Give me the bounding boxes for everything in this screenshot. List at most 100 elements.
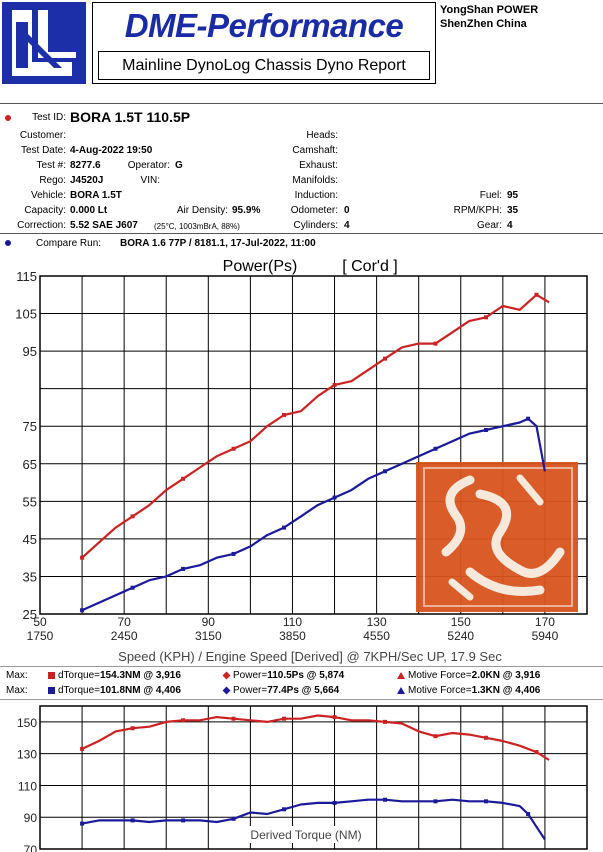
data-point <box>383 356 388 361</box>
torque-label-blue: dTorque= <box>58 685 100 696</box>
data-point <box>332 495 337 500</box>
y-tick-label: 95 <box>23 344 37 359</box>
data-point <box>130 726 135 731</box>
report-subtitle: Mainline DynoLog Chassis Dyno Report <box>98 51 430 80</box>
gear-label: Gear: <box>476 220 502 231</box>
customer-label: Customer: <box>19 130 66 141</box>
data-point <box>80 746 85 751</box>
data-point <box>383 469 388 474</box>
data-point <box>181 476 186 481</box>
test-number-label: Test #: <box>36 160 66 171</box>
chart-subtitle: [ Cor'd ] <box>342 258 398 275</box>
data-point <box>231 446 236 451</box>
heads-label: Heads: <box>306 130 338 141</box>
data-point <box>433 734 438 739</box>
force-value-blue: 1.3KN @ 4,406 <box>471 685 541 696</box>
rego-value: J4520J <box>70 175 104 186</box>
chart-title: Derived Torque (NM) <box>250 828 361 842</box>
correction-value: 5.52 SAE J607 <box>70 220 138 231</box>
operator-label: Operator: <box>127 160 170 171</box>
data-point <box>181 718 186 723</box>
data-point <box>231 716 236 721</box>
data-point <box>484 315 489 320</box>
company-logo <box>2 2 86 84</box>
report-header: DME-Performance Mainline DynoLog Chassis… <box>92 2 436 84</box>
x-tick-label: 110 <box>283 615 302 629</box>
x-tick-label: 50 <box>33 615 47 629</box>
series-line-red <box>81 293 550 559</box>
series-line-blue <box>81 417 546 612</box>
correction-note: (25°C, 1003mBrA, 88%) <box>154 222 240 231</box>
x-axis-label: Speed (KPH) / Engine Speed [Derived] @ 7… <box>118 649 502 664</box>
data-point <box>433 799 438 804</box>
data-point <box>80 821 85 826</box>
divider <box>0 233 603 234</box>
y-tick-label: 130 <box>17 748 37 762</box>
vin-label: VIN: <box>140 175 160 186</box>
seal-stamp <box>416 462 578 612</box>
data-point <box>484 427 489 432</box>
x-tick-label-rpm: 3850 <box>279 629 306 643</box>
data-point <box>80 608 85 613</box>
max-label-blue: Max: <box>6 685 28 696</box>
exhaust-label: Exhaust: <box>299 160 338 171</box>
grid <box>40 706 587 849</box>
data-point <box>231 816 236 821</box>
induction-label: Induction: <box>294 190 338 201</box>
divider <box>0 666 603 668</box>
cylinders-label: Cylinders: <box>293 220 338 231</box>
data-point <box>534 750 539 755</box>
y-tick-label: 90 <box>24 811 38 825</box>
data-point <box>231 551 236 556</box>
x-tick-label: 90 <box>202 615 216 629</box>
data-point <box>332 715 337 720</box>
fuel-value: 95 <box>507 190 519 201</box>
company-location: ShenZhen China <box>440 18 527 30</box>
torque-chart: 70 90 110 130 150 Derived Torque (NM) <box>17 705 588 852</box>
x-tick-label: 70 <box>117 615 131 629</box>
air-density-value: 95.9% <box>232 205 261 216</box>
data-point <box>332 382 337 387</box>
rpm-kph-label: RPM/KPH: <box>453 205 502 216</box>
data-point <box>130 514 135 519</box>
capacity-value: 0.000 Lt <box>70 205 108 216</box>
cylinders-value: 4 <box>344 220 350 231</box>
data-point <box>433 341 438 346</box>
data-point <box>282 807 287 812</box>
rpm-kph-value: 35 <box>507 205 519 216</box>
brand-title: DME-Performance <box>124 7 404 44</box>
y-tick-labels: 70 90 110 130 150 <box>17 716 37 852</box>
data-point <box>332 800 337 805</box>
chart-title-box <box>240 826 372 843</box>
operator-value: G <box>175 160 183 171</box>
power-label-red: Power= <box>233 670 268 681</box>
data-point <box>526 416 531 421</box>
odometer-value: 0 <box>344 205 350 216</box>
square-marker-icon <box>48 687 55 694</box>
y-tick-label: 55 <box>23 494 37 509</box>
y-tick-label: 105 <box>15 307 37 322</box>
diamond-marker-icon <box>222 686 231 695</box>
max-label-red: Max: <box>6 670 28 681</box>
data-point <box>130 585 135 590</box>
x-tick-label-rpm: 5240 <box>447 629 474 643</box>
data-point <box>383 719 388 724</box>
data-point <box>80 555 85 560</box>
run-marker-blue <box>5 240 11 246</box>
odometer-label: Odometer: <box>290 205 338 216</box>
x-tick-label-rpm: 1750 <box>27 629 54 643</box>
correction-label: Correction: <box>17 220 66 231</box>
torque-value-blue: 101.8NM @ 4,406 <box>99 685 181 696</box>
x-tick-label-rpm: 2450 <box>111 629 138 643</box>
company-name: YongShan POWER <box>440 4 539 16</box>
test-date-value: 4-Aug-2022 19:50 <box>70 145 153 156</box>
y-tick-label: 45 <box>23 532 37 547</box>
data-point <box>282 525 287 530</box>
divider <box>0 103 603 104</box>
data-point <box>282 412 287 417</box>
power-value-red: 110.5Ps @ 5,874 <box>267 670 345 681</box>
compare-run-label: Compare Run: <box>36 238 102 249</box>
gear-value: 4 <box>507 220 513 231</box>
force-label-red: Motive Force= <box>408 670 472 681</box>
